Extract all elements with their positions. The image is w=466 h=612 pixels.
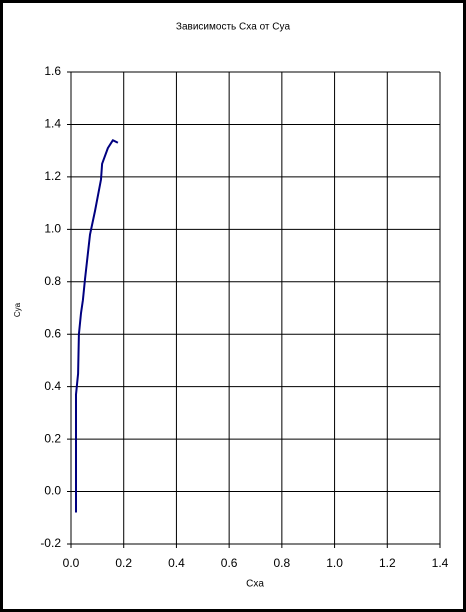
data-line (75, 139, 119, 513)
y-tick-label: 1.4 (44, 117, 61, 131)
y-tick-label: 0.8 (44, 274, 61, 288)
y-tick-label: 1.0 (44, 222, 61, 236)
x-tick-label: 0.4 (168, 556, 185, 570)
x-tick-label: 0.8 (274, 556, 291, 570)
x-axis-label: Cxa (246, 579, 264, 590)
y-tick-label: 0.4 (44, 379, 61, 393)
y-tick-label: 0.0 (44, 484, 61, 498)
y-tick-label: -0.2 (40, 536, 61, 550)
y-tick-label: 1.2 (44, 169, 61, 183)
chart-background (3, 3, 463, 609)
x-tick-label: 1.0 (326, 556, 343, 570)
y-tick-label: 0.2 (44, 431, 61, 445)
x-tick-label: 0.0 (63, 556, 80, 570)
y-tick-label: 0.6 (44, 326, 61, 340)
x-tick-label: 0.6 (221, 556, 238, 570)
y-axis-label: Cya (13, 302, 22, 317)
x-tick-label: 0.2 (115, 556, 132, 570)
chart-title: Зависимость Cxa от Cya (176, 22, 291, 33)
x-tick-label: 1.4 (432, 556, 449, 570)
x-tick-label: 1.2 (379, 556, 396, 570)
y-tick-label: 1.6 (44, 64, 61, 78)
